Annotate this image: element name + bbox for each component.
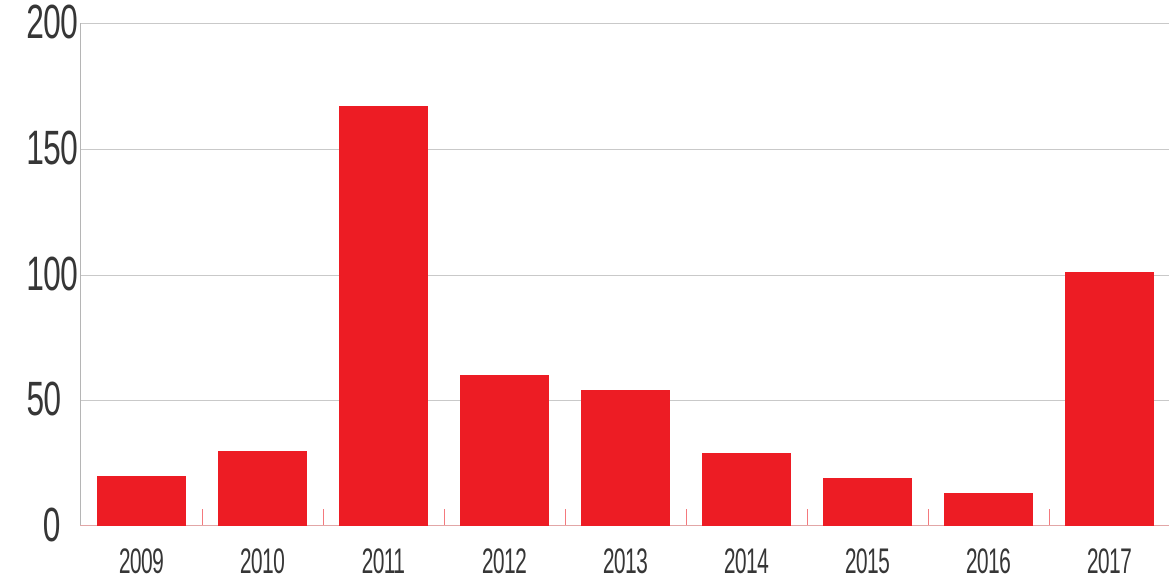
x-axis-tick-label: 2016 [951,544,1025,576]
category-tick [564,509,566,526]
bar-2011 [339,106,428,526]
y-axis-tick-value: 0 [43,499,61,552]
x-axis-tick-label: 2009 [104,544,178,576]
category-tick [1048,509,1050,526]
x-axis-tick-value: 2014 [723,542,768,576]
y-axis-tick-value: 50 [26,373,61,427]
bar-2012 [460,375,549,526]
bar-2010 [218,450,307,526]
category-tick [685,509,687,526]
x-axis-tick-value: 2011 [361,542,404,576]
gridline-150 [81,148,1169,150]
y-axis-tick-label: 200 [0,0,78,47]
category-tick [443,509,445,526]
category-tick [927,509,929,526]
y-axis-tick-label: 0 [0,499,61,552]
x-axis-tick-value: 2010 [239,542,284,576]
x-axis-tick-label: 2012 [467,544,541,576]
y-axis-tick-label: 150 [0,124,78,173]
bar-2016 [944,493,1033,526]
x-axis-tick-label: 2015 [830,544,904,576]
category-tick [201,509,203,526]
x-axis-tick-label: 2017 [1072,544,1146,576]
gridline-100 [81,274,1169,276]
y-axis-tick-label: 50 [0,373,61,427]
bar-2013 [581,390,670,526]
y-axis-tick-value: 150 [26,121,78,175]
category-tick [806,509,808,526]
y-axis-tick-label: 100 [0,250,78,299]
x-axis-tick-label: 2013 [588,544,662,576]
x-axis-tick-label: 2011 [347,544,418,576]
x-axis-tick-label: 2010 [225,544,299,576]
category-tick [322,509,324,526]
bar-2014 [702,453,791,526]
bar-2017 [1065,272,1154,526]
y-axis-tick-value: 100 [26,247,78,301]
bar-2009 [97,475,186,526]
x-axis-tick-value: 2012 [481,542,526,576]
x-axis-tick-value: 2013 [602,542,647,576]
y-axis-tick-value: 200 [26,0,78,49]
x-axis-tick-value: 2017 [1086,542,1131,576]
x-axis-tick-label: 2014 [709,544,783,576]
x-axis-tick-value: 2016 [965,542,1010,576]
x-axis-tick-value: 2015 [844,542,889,576]
gridline-200 [81,23,1169,24]
plot-area [80,23,1169,526]
bar-2015 [823,478,912,526]
x-axis-tick-value: 2009 [118,542,163,576]
